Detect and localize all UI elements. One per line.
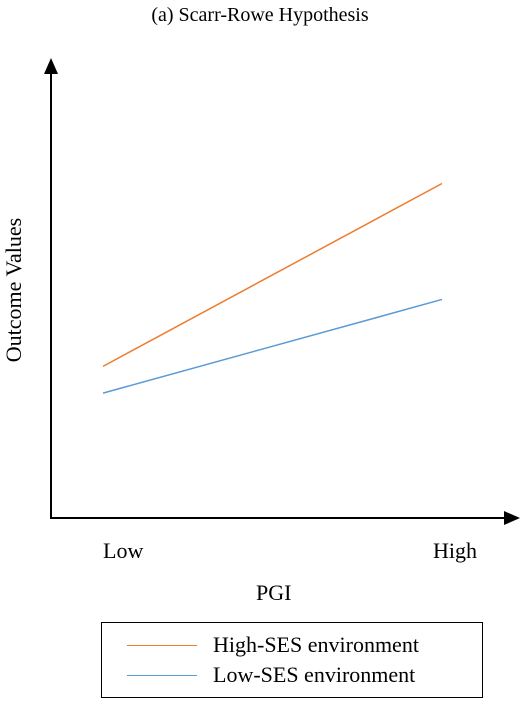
y-axis-label: Outcome Values — [1, 217, 26, 363]
legend-item-high-ses: High-SES environment — [102, 631, 482, 661]
series-line-high-ses-environment — [102, 182, 443, 368]
series-layer — [102, 182, 443, 394]
chart-title: (a) Scarr-Rowe Hypothesis — [151, 4, 369, 26]
legend: High-SES environment Low-SES environment — [101, 622, 483, 698]
x-axis-label: PGI — [256, 580, 292, 605]
legend-swatch-low-ses — [127, 675, 197, 676]
x-tick-label-high: High — [433, 538, 477, 563]
x-tick-label-low: Low — [103, 538, 144, 563]
legend-swatch-high-ses — [127, 645, 197, 646]
x-axis-arrow — [504, 511, 520, 525]
series-line-low-ses-environment — [102, 298, 443, 394]
axes — [44, 58, 520, 525]
legend-item-low-ses: Low-SES environment — [102, 661, 482, 691]
y-axis-arrow — [44, 58, 58, 74]
legend-label-low-ses: Low-SES environment — [213, 662, 416, 687]
legend-label-high-ses: High-SES environment — [213, 632, 419, 657]
